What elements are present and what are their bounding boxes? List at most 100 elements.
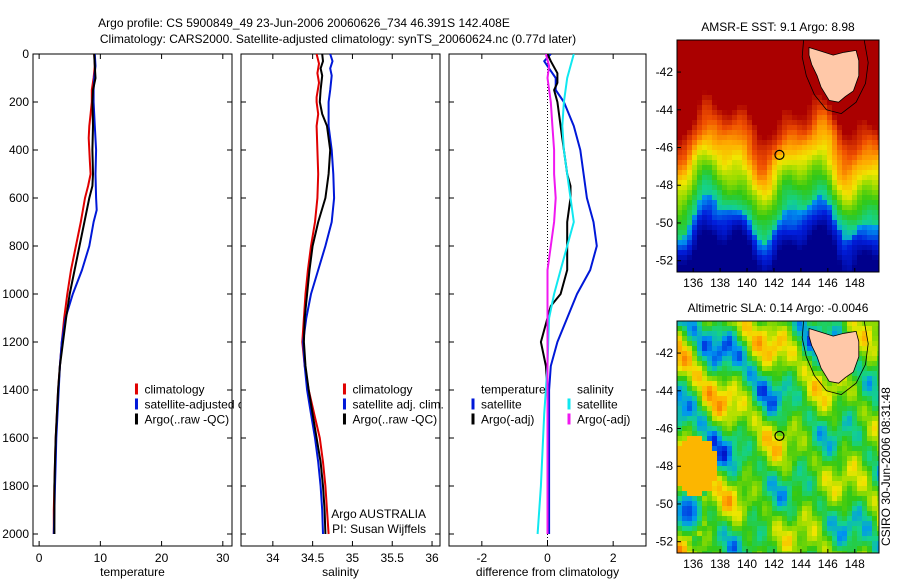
heatmap-cell [722, 120, 727, 125]
heatmap-cell [717, 60, 722, 65]
heatmap-cell [867, 80, 872, 85]
heatmap-cell [697, 546, 702, 551]
heatmap-cell [757, 85, 762, 90]
heatmap-cell [767, 260, 772, 265]
heatmap-cell [752, 416, 757, 421]
heatmap-cell [737, 80, 742, 85]
heatmap-cell [777, 446, 782, 451]
heatmap-cell [832, 511, 837, 516]
heatmap-cell [812, 516, 817, 521]
heatmap-cell [687, 541, 692, 546]
heatmap-cell [797, 135, 802, 140]
heatmap-cell [687, 326, 692, 331]
heatmap-cell [827, 155, 832, 160]
heatmap-cell [782, 245, 787, 250]
heatmap-cell [677, 195, 682, 200]
heatmap-cell [807, 531, 812, 536]
heatmap-cell [722, 381, 727, 386]
heatmap-cell [832, 165, 837, 170]
heatmap-cell [792, 446, 797, 451]
heatmap-cell [757, 105, 762, 110]
heatmap-cell [772, 551, 777, 553]
heatmap-cell [777, 396, 782, 401]
heatmap-cell [837, 120, 842, 125]
heatmap-cell [697, 451, 702, 456]
heatmap-cell [862, 185, 867, 190]
heatmap-cell [792, 361, 797, 366]
y-tick-label: -50 [656, 216, 674, 230]
heatmap-cell [767, 205, 772, 210]
heatmap-cell [782, 511, 787, 516]
heatmap-cell [752, 220, 757, 225]
heatmap-cell [737, 536, 742, 541]
heatmap-cell [717, 125, 722, 130]
heatmap-cell [847, 541, 852, 546]
heatmap-cell [787, 426, 792, 431]
heatmap-cell [682, 531, 687, 536]
heatmap-cell [782, 55, 787, 60]
heatmap-cell [787, 130, 792, 135]
heatmap-cell [707, 321, 712, 326]
heatmap-cell [867, 511, 872, 516]
heatmap-cell [722, 160, 727, 165]
heatmap-cell [777, 225, 782, 230]
heatmap-cell [792, 90, 797, 95]
heatmap-cell [757, 90, 762, 95]
heatmap-cell [762, 381, 767, 386]
heatmap-cell [767, 140, 772, 145]
heatmap-cell [872, 55, 877, 60]
heatmap-cell [737, 230, 742, 235]
heatmap-cell [682, 366, 687, 371]
heatmap-cell [702, 240, 707, 245]
heatmap-cell [782, 185, 787, 190]
heatmap-cell [732, 240, 737, 245]
heatmap-cell [742, 516, 747, 521]
heatmap-cell [752, 341, 757, 346]
heatmap-cell [692, 386, 697, 391]
heatmap-cell [797, 401, 802, 406]
heatmap-cell [732, 501, 737, 506]
heatmap-cell [722, 170, 727, 175]
heatmap-cell [822, 506, 827, 511]
heatmap-cell [792, 481, 797, 486]
heatmap-cell [727, 551, 732, 553]
heatmap-cell [782, 235, 787, 240]
heatmap-cell [812, 486, 817, 491]
heatmap-cell [857, 265, 862, 270]
heatmap-cell [857, 105, 862, 110]
heatmap-cell [702, 406, 707, 411]
heatmap-cell [832, 466, 837, 471]
heatmap-cell [742, 391, 747, 396]
heatmap-cell [827, 110, 832, 115]
heatmap-cell [767, 396, 772, 401]
heatmap-cell [712, 461, 717, 466]
heatmap-cell [772, 155, 777, 160]
heatmap-cell [877, 255, 879, 260]
heatmap-cell [827, 165, 832, 170]
heatmap-cell [817, 215, 822, 220]
heatmap-cell [762, 441, 767, 446]
heatmap-cell [722, 426, 727, 431]
heatmap-cell [747, 205, 752, 210]
heatmap-cell [767, 180, 772, 185]
heatmap-cell [707, 551, 712, 553]
heatmap-cell [717, 255, 722, 260]
heatmap-cell [867, 50, 872, 55]
heatmap-cell [812, 195, 817, 200]
heatmap-cell [842, 326, 847, 331]
heatmap-cell [692, 531, 697, 536]
heatmap-cell [712, 426, 717, 431]
heatmap-cell [877, 155, 879, 160]
heatmap-cell [692, 230, 697, 235]
heatmap-cell [692, 356, 697, 361]
heatmap-cell [807, 441, 812, 446]
heatmap-cell [757, 346, 762, 351]
heatmap-cell [727, 531, 732, 536]
heatmap-cell [812, 401, 817, 406]
heatmap-cell [822, 180, 827, 185]
heatmap-cell [867, 406, 872, 411]
heatmap-cell [722, 40, 727, 45]
heatmap-cell [682, 461, 687, 466]
heatmap-cell [767, 481, 772, 486]
heatmap-cell [712, 220, 717, 225]
